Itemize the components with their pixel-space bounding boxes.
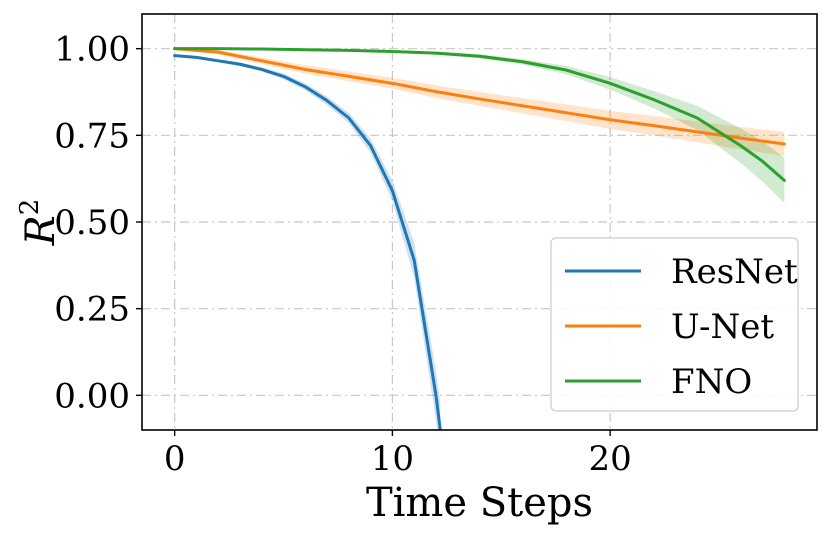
y-axis-label-exponent: 2 [15, 199, 45, 216]
y-tick-label: 0.50 [54, 203, 130, 243]
x-tick-label: 0 [164, 439, 186, 479]
series-line-fno [173, 47, 786, 182]
y-tick-label: 1.00 [54, 30, 130, 70]
series-line-resnet [173, 54, 442, 430]
series-line-u-net [173, 47, 786, 146]
y-axis-label: R2 [15, 199, 64, 247]
series-lines [173, 47, 786, 430]
band-fno [174, 48, 785, 203]
y-tick-label: 0.25 [54, 290, 130, 330]
legend-box [550, 237, 799, 412]
y-tick-label: 0.75 [54, 116, 130, 156]
y-tick-label: 0.00 [54, 376, 130, 416]
axis-ticks: 0 10 20 0.00 0.25 0.50 0.75 1.00 [54, 30, 631, 479]
x-tick-label: 10 [371, 439, 414, 479]
legend-label-u-net: U-Net [671, 307, 774, 347]
x-tick-label: 20 [589, 439, 632, 479]
y-axis-label-base: R [18, 215, 64, 246]
legend-label-resnet: ResNet [671, 252, 798, 292]
x-axis-label: Time Steps [366, 480, 593, 526]
legend: ResNet U-Net FNO [550, 237, 799, 412]
confidence-bands [174, 47, 785, 430]
legend-label-fno: FNO [671, 362, 752, 402]
band-u-net [174, 47, 785, 157]
band-resnet [174, 54, 441, 430]
